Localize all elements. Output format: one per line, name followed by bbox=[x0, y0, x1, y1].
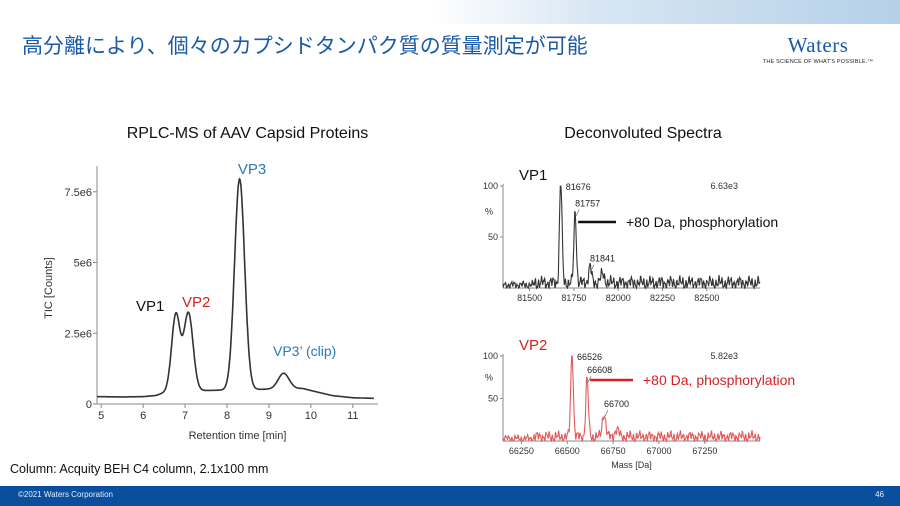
tic-y-tick-label: 7.5e6 bbox=[64, 187, 92, 199]
vp1-spectrum: Deconvoluted Spectra 100 50% 81500 81750 8200… bbox=[483, 125, 778, 303]
spectrum-x-tick-label: 67250 bbox=[692, 446, 717, 456]
spectra-title: Deconvoluted Spectra bbox=[564, 125, 722, 142]
peak-label-vp2: VP2 bbox=[182, 294, 210, 311]
spectrum-x-tick-label: 66250 bbox=[509, 446, 534, 456]
spectrum-peak-label: 66526 bbox=[577, 352, 602, 362]
spectrum-peak-leader bbox=[587, 376, 592, 383]
spectrum-x-tick-label: 66500 bbox=[555, 446, 580, 456]
tic-trace bbox=[97, 177, 374, 400]
spectrum-peak-leader bbox=[604, 410, 609, 417]
spectrum-trace bbox=[502, 185, 761, 291]
header-gradient-band bbox=[430, 0, 900, 24]
spectrum-label: VP1 bbox=[519, 167, 547, 184]
footer-copyright: ©2021 Waters Corporation bbox=[18, 490, 113, 499]
spectrum-x-tick-label: 82500 bbox=[694, 293, 719, 303]
spectrum-peak-leader bbox=[590, 264, 595, 271]
brand-tagline: THE SCIENCE OF WHAT'S POSSIBLE.™ bbox=[762, 59, 874, 65]
spectrum-peak-leader bbox=[575, 209, 580, 216]
peak-label-vp3: VP3 bbox=[238, 161, 266, 178]
tic-x-tick-label: 6 bbox=[140, 410, 146, 422]
spectrum-x-tick-label: 82250 bbox=[650, 293, 675, 303]
spectrum-x-axis-label: Mass [Da] bbox=[611, 460, 652, 470]
spectrum-peak-label: 81757 bbox=[575, 199, 600, 209]
tic-y-tick-label: 2.5e6 bbox=[64, 328, 92, 340]
brand-name: Waters bbox=[787, 33, 849, 57]
charts-canvas: RPLC-MS of AAV Capsid Proteins 5 6 7 8 9 10 11 0… bbox=[43, 125, 795, 470]
spectrum-peak-label: 81841 bbox=[590, 254, 615, 264]
spectrum-peak-label: 66700 bbox=[604, 399, 629, 409]
spectrum-x-tick-label: 67000 bbox=[647, 446, 672, 456]
spectrum-max-intensity: 5.82e3 bbox=[710, 351, 738, 361]
tic-x-axis-label: Retention time [min] bbox=[189, 430, 287, 442]
spectrum-x-tick-label: 81500 bbox=[517, 293, 542, 303]
spectrum-x-tick-label: 81750 bbox=[561, 293, 586, 303]
peak-label-vp3-clip: VP3’ (clip) bbox=[273, 343, 336, 359]
spectrum-trace bbox=[502, 354, 761, 443]
brand-logo: Waters THE SCIENCE OF WHAT'S POSSIBLE.™ bbox=[748, 33, 888, 65]
footer-bar: ©2021 Waters Corporation 46 bbox=[0, 486, 900, 506]
spectrum-y-tick-label: 50 bbox=[488, 394, 498, 404]
peak-label-vp1: VP1 bbox=[136, 298, 164, 315]
spectrum-x-tick-label: 66750 bbox=[601, 446, 626, 456]
spectrum-max-intensity: 6.63e3 bbox=[710, 181, 738, 191]
tic-x-tick-label: 10 bbox=[305, 410, 317, 422]
tic-chart: RPLC-MS of AAV Capsid Proteins 5 6 7 8 9 10 11 0… bbox=[43, 125, 378, 442]
spectrum-label: VP2 bbox=[519, 337, 547, 354]
tic-x-tick-label: 8 bbox=[224, 410, 230, 422]
spectrum-y-tick-label: 100 bbox=[483, 181, 498, 191]
spectrum-peak-label: 66608 bbox=[587, 365, 612, 375]
footer-page-number: 46 bbox=[875, 490, 884, 499]
tic-y-axis-label: TIC [Counts] bbox=[43, 257, 55, 319]
spectrum-peak-label: 81676 bbox=[566, 182, 591, 192]
tic-x-tick-label: 5 bbox=[98, 410, 104, 422]
tic-x-tick-label: 9 bbox=[266, 410, 272, 422]
spectrum-x-tick-label: 82000 bbox=[606, 293, 631, 303]
tic-x-tick-label: 7 bbox=[182, 410, 188, 422]
spectrum-y-tick-label: 50 bbox=[488, 232, 498, 242]
spectrum-y-axis-label: % bbox=[485, 207, 493, 217]
tic-y-tick-label: 0 bbox=[86, 399, 92, 411]
spectrum-y-tick-label: 100 bbox=[483, 351, 498, 361]
vp2-spectrum: 100 50% 66250 66500 66750 67000 67250 Mass [Da]… bbox=[483, 337, 795, 470]
tic-chart-title: RPLC-MS of AAV Capsid Proteins bbox=[127, 125, 369, 142]
tic-y-tick-label: 5e6 bbox=[74, 258, 92, 270]
phosphorylation-annotation: +80 Da, phosphorylation bbox=[643, 372, 795, 388]
phosphorylation-annotation: +80 Da, phosphorylation bbox=[626, 214, 778, 230]
slide-title: 高分離により、個々のカプシドタンパク質の質量測定が可能 bbox=[22, 35, 588, 58]
column-note: Column: Acquity BEH C4 column, 2.1x100 m… bbox=[10, 462, 269, 476]
tic-x-tick-label: 11 bbox=[347, 410, 358, 422]
spectrum-y-axis-label: % bbox=[485, 372, 493, 382]
